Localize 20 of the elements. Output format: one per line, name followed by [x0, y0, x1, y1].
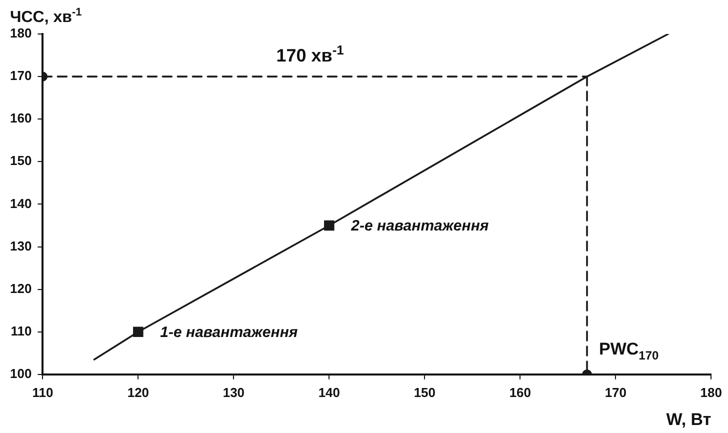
y-tick-label: 110 — [10, 323, 32, 338]
y-tick-label: 140 — [10, 196, 32, 211]
x-tick-label: 120 — [127, 384, 150, 400]
x-tick-label: 170 — [604, 384, 627, 400]
y-tick-label: 130 — [10, 238, 32, 254]
y-tick-label: 160 — [10, 110, 32, 126]
x-tick-label: 130 — [222, 384, 245, 400]
x-axis-title: W, Вт — [666, 410, 712, 429]
annotation: 1-е навантаження — [160, 324, 298, 341]
y-tick-label: 120 — [10, 280, 32, 296]
x-tick-label: 140 — [318, 384, 340, 400]
y-tick-label: 150 — [10, 153, 32, 168]
x-tick-label: 180 — [700, 384, 722, 400]
y-tick-label: 100 — [10, 366, 32, 381]
y-tick-label: 170 — [10, 68, 32, 84]
x-tick-label: 160 — [509, 384, 532, 400]
x-tick-label: 150 — [414, 384, 436, 400]
y-tick-label: 180 — [10, 26, 32, 41]
x-tick-label: 110 — [32, 384, 54, 400]
annotation: 2-е навантаження — [350, 217, 489, 234]
